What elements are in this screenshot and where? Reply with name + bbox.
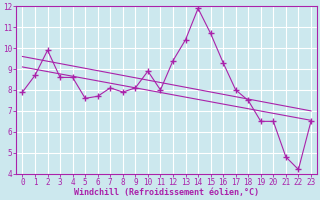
X-axis label: Windchill (Refroidissement éolien,°C): Windchill (Refroidissement éolien,°C): [74, 188, 259, 197]
